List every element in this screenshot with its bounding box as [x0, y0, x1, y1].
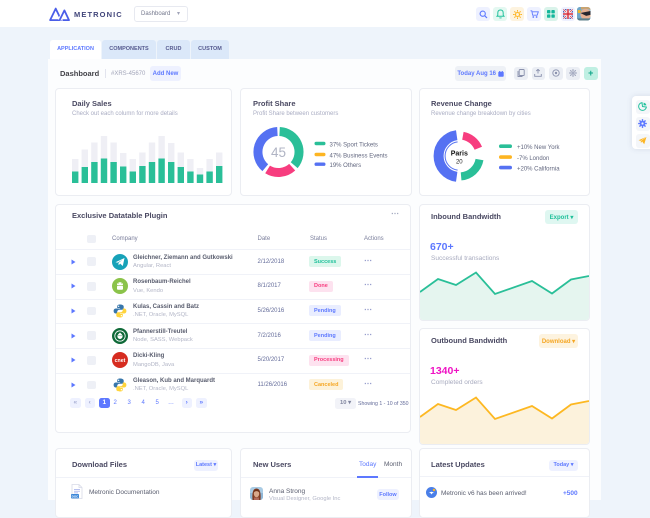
svg-text:Paris: Paris — [451, 151, 468, 158]
svg-text:+10% New York: +10% New York — [517, 145, 561, 151]
svg-text:DOC: DOC — [72, 494, 80, 498]
svg-text:-7% London: -7% London — [517, 156, 549, 162]
svg-text:45: 45 — [271, 145, 286, 160]
svg-text:cnet: cnet — [115, 358, 126, 364]
svg-text:37% Sport Tickets: 37% Sport Tickets — [330, 142, 378, 148]
svg-text:20: 20 — [456, 160, 463, 166]
svg-text:19% Others: 19% Others — [330, 163, 362, 169]
svg-text:+20% California: +20% California — [517, 167, 560, 173]
svg-text:47% Business Events: 47% Business Events — [330, 153, 388, 159]
